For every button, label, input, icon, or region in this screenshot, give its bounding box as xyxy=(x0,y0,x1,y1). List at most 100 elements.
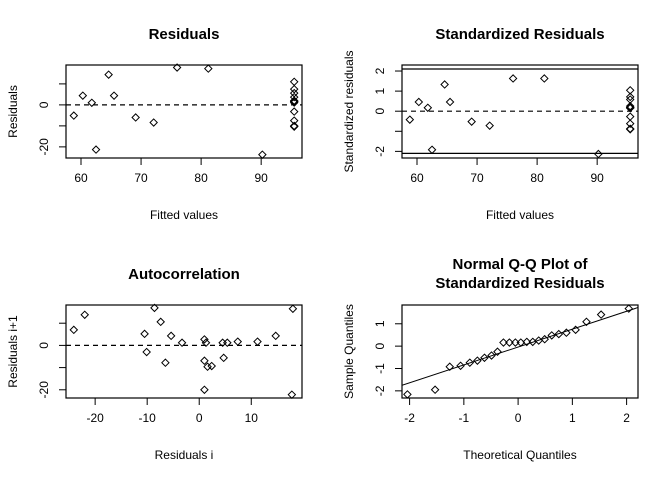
data-point xyxy=(200,385,209,395)
data-point xyxy=(445,362,455,372)
y-tick-label: -20 xyxy=(37,381,51,399)
panel-standardized-residuals: Standardized Residuals Fitted values Stand… xyxy=(342,26,639,222)
x-axis-label: Fitted values xyxy=(486,208,554,222)
plot-frame xyxy=(401,64,639,159)
chart-title: Standardized Residuals xyxy=(435,26,604,43)
x-tick-label: 0 xyxy=(515,411,522,425)
data-point xyxy=(480,353,489,363)
data-point xyxy=(166,331,176,341)
data-point xyxy=(78,91,88,100)
data-point xyxy=(582,317,591,327)
data-point xyxy=(465,358,475,367)
y-tick-label: 0 xyxy=(37,342,51,349)
y-axis-label: Residuals xyxy=(6,85,20,138)
panel-normal-qq: Normal Q-Q Plot of Standardized Residuals… xyxy=(342,256,639,462)
data-point xyxy=(140,329,149,339)
x-tick-label: 2 xyxy=(623,411,630,425)
y-tick-label: -2 xyxy=(373,146,387,157)
data-point xyxy=(522,337,532,347)
x-tick-label: -1 xyxy=(459,411,470,425)
data-point xyxy=(554,329,564,339)
data-point xyxy=(161,358,170,368)
data-point xyxy=(493,347,502,357)
data-point xyxy=(223,338,232,348)
data-point xyxy=(150,303,159,313)
x-tick-label: 0 xyxy=(196,411,203,425)
plot-frame xyxy=(65,64,303,159)
data-point xyxy=(508,74,518,83)
data-point xyxy=(289,96,299,105)
chart-title: Standardized Residuals xyxy=(435,275,604,292)
y-tick-label: 0 xyxy=(373,342,387,349)
data-point xyxy=(289,84,299,94)
data-point xyxy=(104,70,113,79)
x-tick-label: 60 xyxy=(410,171,424,185)
panel-residuals: Residuals Fitted values Residuals 60 70 80 90 -… xyxy=(6,26,303,222)
y-tick-label: 1 xyxy=(373,320,387,327)
data-point xyxy=(233,337,243,346)
data-point xyxy=(149,118,158,127)
data-point xyxy=(289,98,299,107)
data-point xyxy=(201,338,211,348)
y-axis-label: Sample Quantiles xyxy=(342,304,356,399)
data-point xyxy=(91,145,101,154)
data-point xyxy=(288,304,298,314)
x-tick-label: 90 xyxy=(254,171,268,185)
data-point xyxy=(253,337,262,346)
data-point xyxy=(207,361,217,371)
data-point xyxy=(547,331,557,340)
data-point xyxy=(414,97,424,107)
data-point xyxy=(271,331,281,341)
data-point xyxy=(485,121,494,130)
data-point xyxy=(487,351,496,360)
data-point xyxy=(403,390,412,399)
data-point xyxy=(625,101,635,111)
data-point xyxy=(131,113,140,122)
data-point xyxy=(87,98,97,108)
panel-autocorrelation: Autocorrelation Residuals i Residuals i+1 -… xyxy=(6,266,303,462)
data-point xyxy=(625,92,635,102)
data-point xyxy=(156,317,166,327)
data-point xyxy=(499,338,508,347)
data-point xyxy=(80,310,90,320)
x-tick-label: 70 xyxy=(470,171,484,185)
data-point xyxy=(200,335,209,344)
data-point xyxy=(289,116,299,125)
plot-frame xyxy=(65,304,303,399)
y-tick-label: 2 xyxy=(373,67,387,74)
data-point xyxy=(109,91,119,100)
y-axis-label: Standardized residuals xyxy=(342,50,356,172)
x-axis-label: Theoretical Quantiles xyxy=(463,448,576,462)
data-point xyxy=(287,390,297,399)
data-point xyxy=(430,385,440,395)
data-point xyxy=(172,63,182,72)
x-tick-label: 1 xyxy=(569,411,576,425)
qq-line xyxy=(402,307,638,386)
data-point xyxy=(624,304,634,313)
data-point xyxy=(456,361,465,371)
x-tick-label: -10 xyxy=(139,411,157,425)
data-point xyxy=(440,80,449,89)
x-tick-label: -20 xyxy=(86,411,104,425)
data-point xyxy=(200,356,209,366)
data-point xyxy=(625,119,635,128)
y-tick-label: -2 xyxy=(373,385,387,396)
data-point xyxy=(177,338,187,348)
x-tick-label: -2 xyxy=(404,411,415,425)
data-point xyxy=(289,92,299,102)
x-tick-label: 10 xyxy=(245,411,259,425)
data-point xyxy=(625,103,635,113)
data-point xyxy=(289,107,299,116)
data-point xyxy=(69,325,79,335)
data-point xyxy=(596,310,606,319)
data-point xyxy=(258,150,267,159)
data-point xyxy=(540,334,549,344)
data-point xyxy=(467,117,476,126)
y-tick-label: 0 xyxy=(37,101,51,108)
data-point xyxy=(405,115,415,124)
x-tick-label: 90 xyxy=(590,171,604,185)
data-point xyxy=(289,77,299,87)
data-point xyxy=(142,347,151,357)
x-tick-label: 80 xyxy=(530,171,544,185)
data-point xyxy=(540,74,549,83)
